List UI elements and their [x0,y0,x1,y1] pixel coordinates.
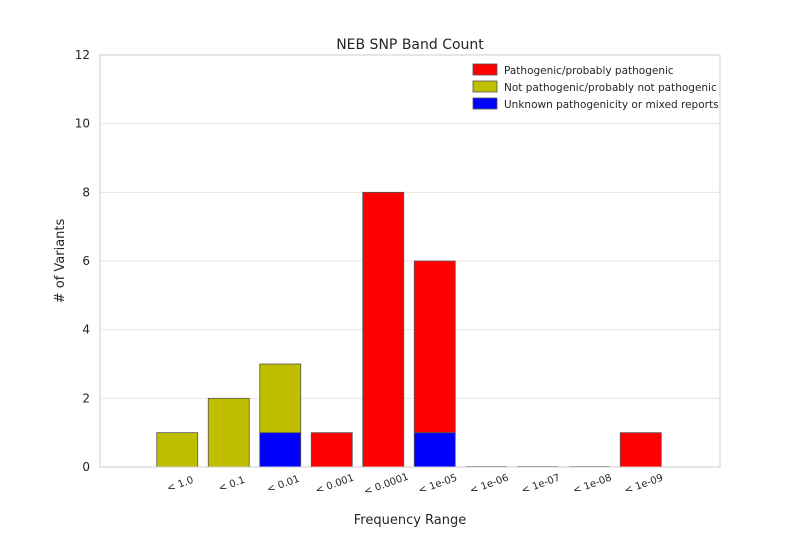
legend-swatch [472,80,498,93]
y-tick-label: 8 [82,185,90,199]
y-tick-label: 4 [82,323,90,337]
bar-segment [259,363,302,434]
legend-swatch [472,63,498,76]
x-tick-label: < 1e-06 [469,473,511,497]
x-ticks: < 1.0 < 0.1 < 0.01 < 0.001 < 0.0001 < 1e-05 < … [166,472,665,498]
y-tick-label: 6 [82,254,90,268]
y-tick-label: 12 [75,48,90,62]
x-axis-label: Frequency Range [354,513,467,528]
y-tick-label: 10 [75,117,90,131]
x-tick-label: < 1e-07 [520,473,562,497]
legend-label: Unknown pathogenicity or mixed reports [504,99,719,111]
x-tick-label: < 0.01 [266,474,302,496]
legend: Pathogenic/probably pathogenic Not pathog… [472,63,719,111]
x-tick-label: < 1.0 [166,475,196,495]
x-tick-label: < 1e-08 [572,473,614,497]
legend-label: Pathogenic/probably pathogenic [504,65,674,77]
bars [156,191,662,468]
bar-segment [156,432,199,468]
x-tick-label: < 1e-05 [417,473,459,497]
grid-lines [100,123,720,399]
y-ticks: 0 2 4 6 8 10 12 [75,48,90,474]
bar-segment [207,397,250,468]
bar-segment [310,432,353,468]
y-axis-label: # of Variants [53,218,68,303]
y-tick-label: 0 [82,460,90,474]
chart-title: NEB SNP Band Count [336,37,484,53]
bar-segment [259,432,302,468]
bar-segment [362,191,405,468]
x-tick-label: < 0.0001 [363,472,411,498]
y-tick-label: 2 [82,391,90,405]
bar-segment [413,260,456,434]
plot-frame [99,54,721,468]
x-tick-label: < 0.1 [217,475,247,495]
bar-segment [413,432,456,468]
legend-label: Not pathogenic/probably not pathogenic [504,82,717,94]
legend-swatch [472,97,498,110]
x-tick-label: < 0.001 [314,473,356,497]
x-tick-label: < 1e-09 [623,473,665,497]
bar-segment [619,432,662,468]
